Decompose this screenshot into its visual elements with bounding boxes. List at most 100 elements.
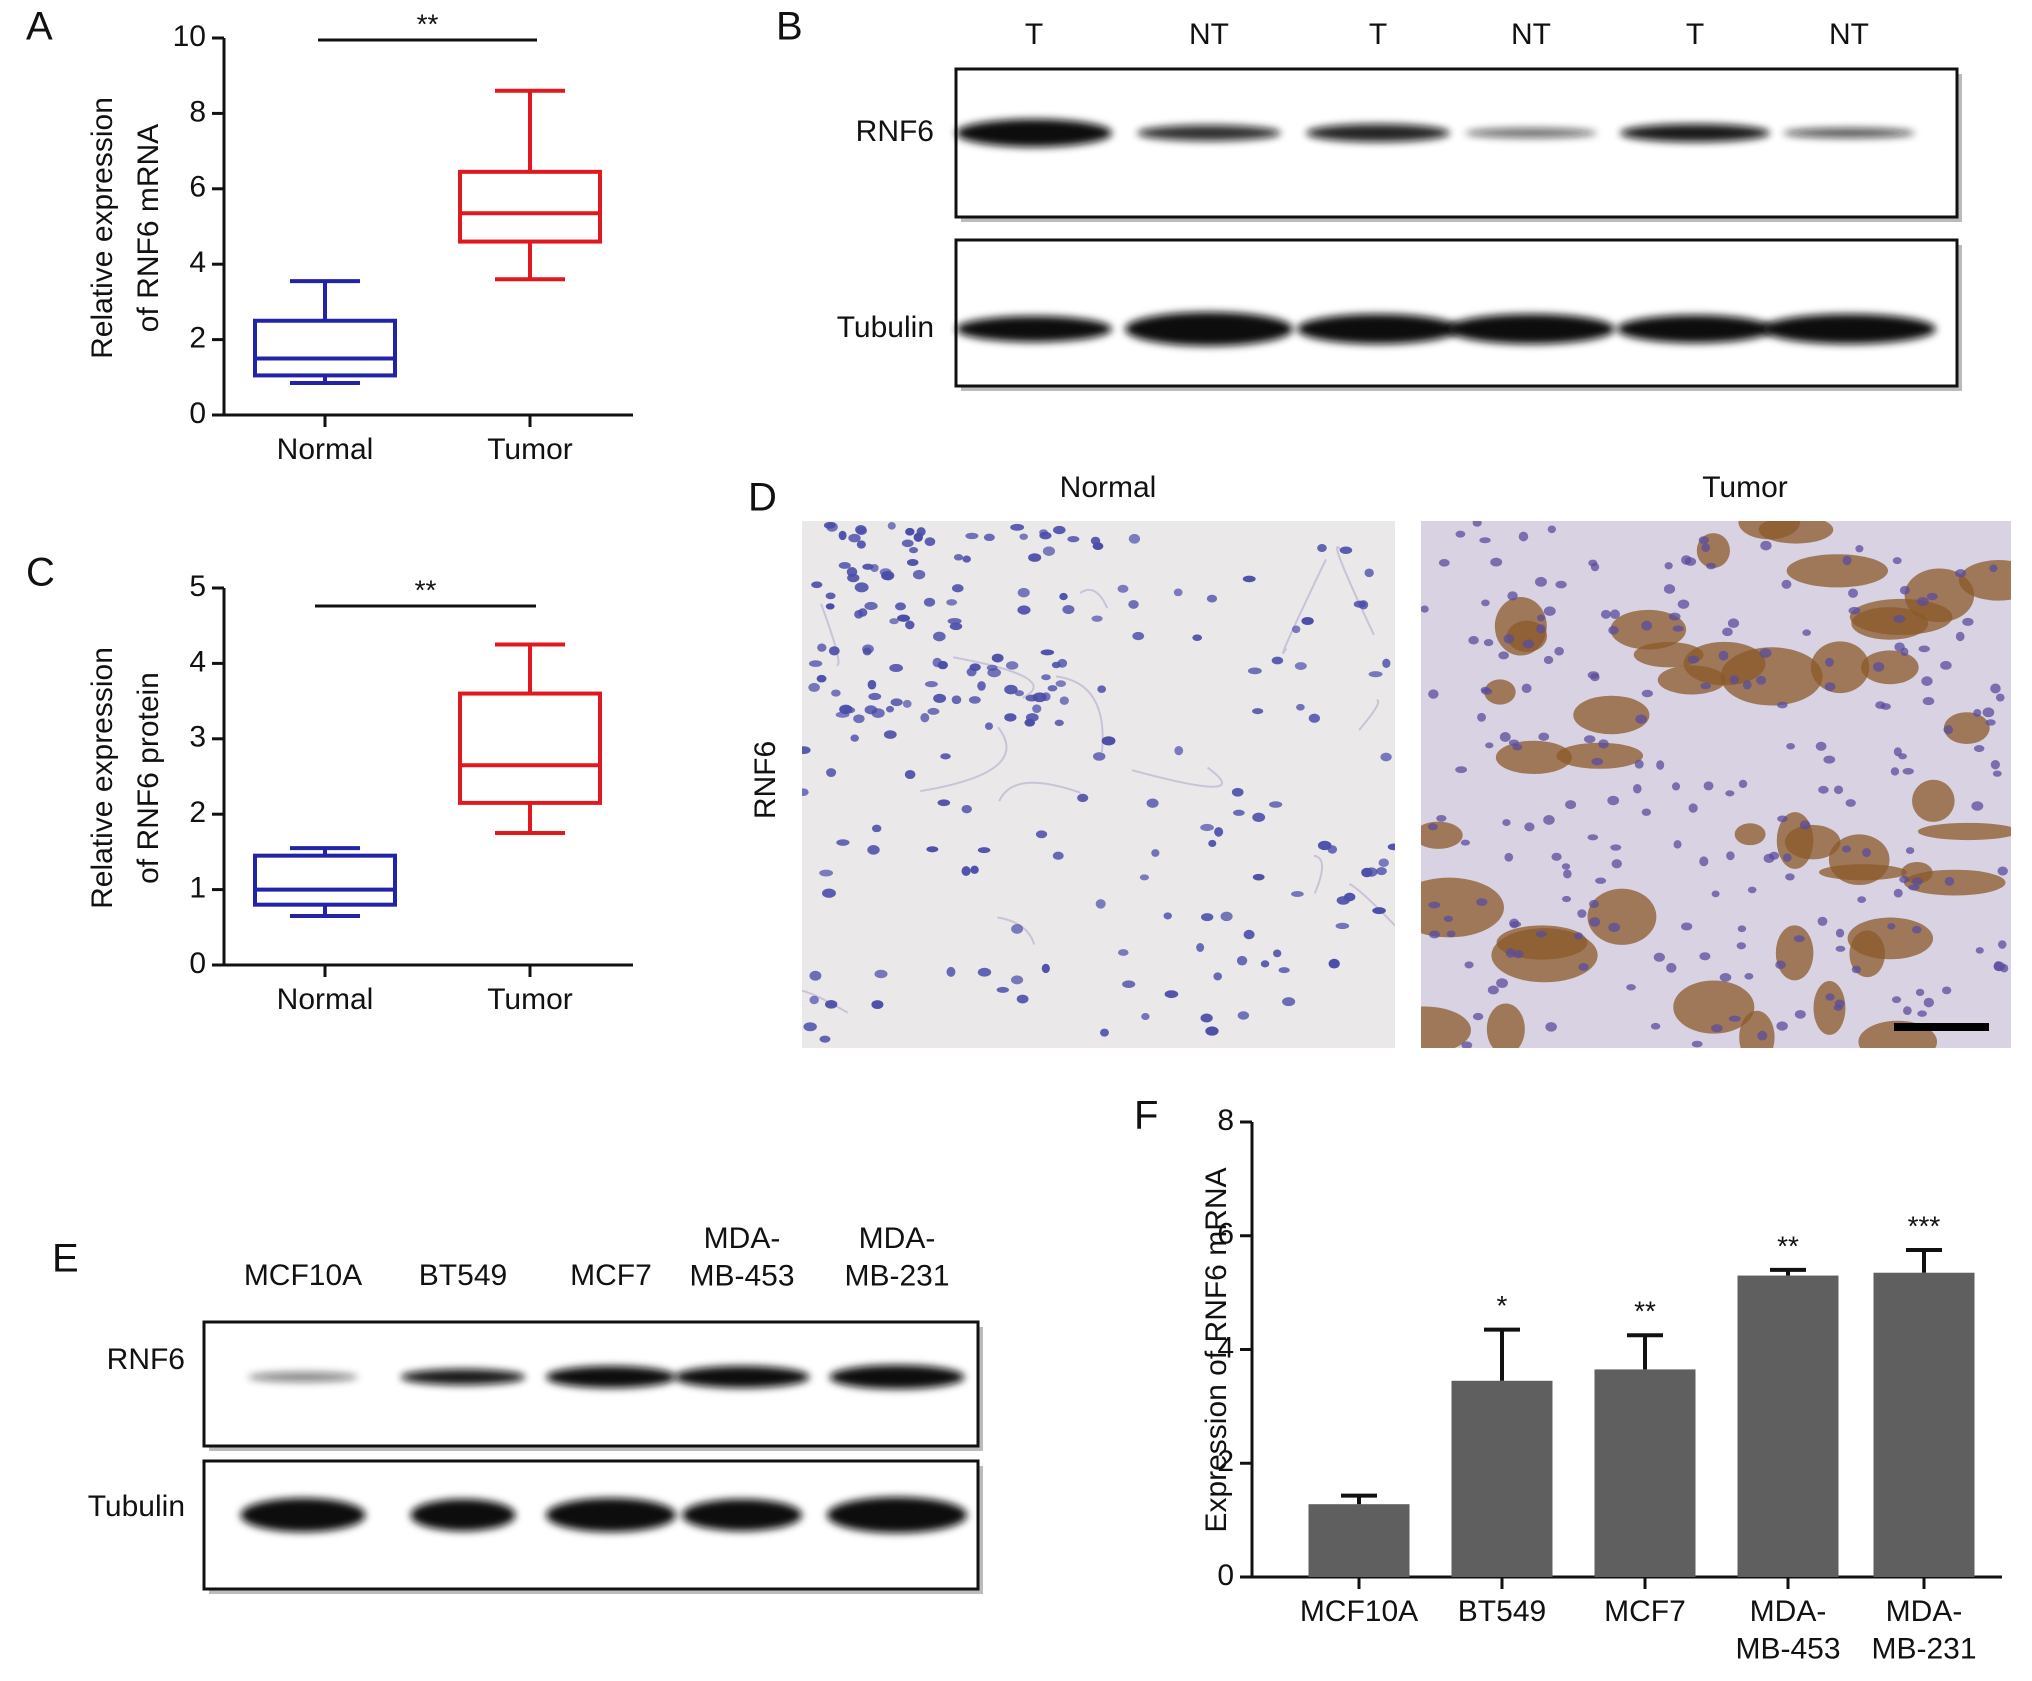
nucleus [809, 970, 822, 981]
nucleus [885, 705, 894, 713]
nucleus [1782, 853, 1792, 862]
nucleus [1737, 925, 1747, 933]
nucleus [1237, 1011, 1250, 1020]
panel-letter: B [776, 5, 803, 49]
nucleus [1703, 781, 1714, 791]
nucleus [1598, 739, 1609, 749]
nucleus [1848, 588, 1858, 598]
lane-label: NT [1189, 18, 1229, 51]
nucleus [2000, 964, 2009, 973]
nucleus [1590, 562, 1600, 572]
nucleus [968, 696, 981, 704]
lane-label: BT549 [419, 1259, 507, 1292]
x-tick-label: Normal [277, 983, 374, 1016]
lane-label: MCF7 [570, 1259, 652, 1292]
nucleus [933, 693, 947, 703]
nucleus [969, 663, 981, 672]
nucleus [1583, 735, 1596, 744]
nucleus [1915, 988, 1925, 997]
nucleus [1163, 912, 1172, 920]
nucleus [1487, 985, 1499, 995]
nucleus [1547, 525, 1556, 534]
ihc-normal-image [802, 521, 1395, 1048]
y-tick-label: 6 [1217, 1218, 1234, 1251]
nucleus [1633, 784, 1642, 794]
nucleus [1922, 697, 1935, 706]
stained-nest [1943, 712, 1990, 744]
nucleus [1899, 585, 1910, 595]
nucleus [1206, 594, 1218, 603]
panel-letter: F [1134, 1094, 1158, 1138]
nucleus [926, 846, 939, 853]
nucleus [1641, 620, 1653, 631]
fat-wall [1336, 546, 1375, 636]
significance-label: * [1497, 1290, 1508, 1321]
row-label: RNF6 [107, 1343, 185, 1376]
nucleus [1294, 662, 1307, 670]
nucleus [1641, 808, 1652, 816]
nucleus [1146, 798, 1159, 808]
nucleus [1989, 564, 1998, 573]
nucleus [854, 582, 869, 593]
nucleus [1481, 688, 1493, 695]
nucleus [1507, 591, 1518, 601]
nucleus [1911, 877, 1923, 886]
nucleus [1535, 930, 1547, 938]
nucleus [1973, 708, 1982, 717]
nucleus [1833, 1004, 1843, 1011]
nucleus [1891, 996, 1902, 1004]
nucleus [1921, 676, 1933, 686]
nucleus [1278, 967, 1290, 974]
nucleus [819, 869, 834, 877]
nucleus [1164, 990, 1179, 999]
nucleus [1698, 536, 1710, 544]
nucleus [1817, 916, 1828, 926]
nucleus [1010, 523, 1025, 531]
fat-wall [953, 656, 1035, 699]
significance-label: ** [1634, 1296, 1656, 1327]
x-tick-label: MDA-MB-231 [1871, 1595, 1976, 1666]
nucleus [1918, 645, 1930, 653]
y-tick-label: 2 [189, 796, 206, 829]
nucleus [1024, 718, 1036, 727]
nucleus [951, 695, 962, 705]
nucleus [1756, 675, 1767, 685]
nucleus [1736, 942, 1747, 950]
panel-letter: C [26, 551, 55, 595]
nucleus [1825, 657, 1834, 667]
x-tick-label: MCF10A [1300, 1595, 1418, 1628]
y-tick-label: 1 [189, 872, 206, 905]
y-tick-label: 0 [1217, 1559, 1234, 1592]
y-axis-label: of RNF6 protein [132, 672, 165, 884]
nucleus [1292, 625, 1301, 634]
nucleus [1818, 785, 1829, 794]
panel-letter: E [52, 1237, 79, 1281]
row-label: RNF6 [856, 115, 934, 148]
nucleus [1677, 599, 1690, 609]
nucleus [1382, 658, 1391, 668]
nucleus [1688, 803, 1698, 813]
nucleus [906, 559, 919, 566]
nucleus [924, 681, 938, 688]
nucleus [889, 663, 903, 673]
nucleus [1744, 973, 1754, 980]
blot-band [956, 119, 1112, 147]
nucleus [1786, 743, 1796, 750]
nucleus [1460, 839, 1470, 846]
nucleus [808, 660, 823, 667]
lane-label: MDA-MB-453 [689, 1222, 794, 1293]
nucleus [824, 1000, 838, 1009]
nucleus [1664, 562, 1673, 570]
nucleus [912, 569, 926, 580]
nucleus [991, 653, 1004, 663]
blot-band [240, 1498, 366, 1532]
nucleus [1923, 997, 1934, 1008]
nucleus [1242, 575, 1256, 583]
nucleus [1028, 553, 1042, 562]
nucleus [1611, 859, 1622, 869]
nucleus [1524, 822, 1535, 832]
blot-band [546, 1498, 676, 1532]
nucleus [927, 707, 940, 715]
stained-nest [1573, 695, 1650, 735]
lane-label: NT [1829, 18, 1869, 51]
